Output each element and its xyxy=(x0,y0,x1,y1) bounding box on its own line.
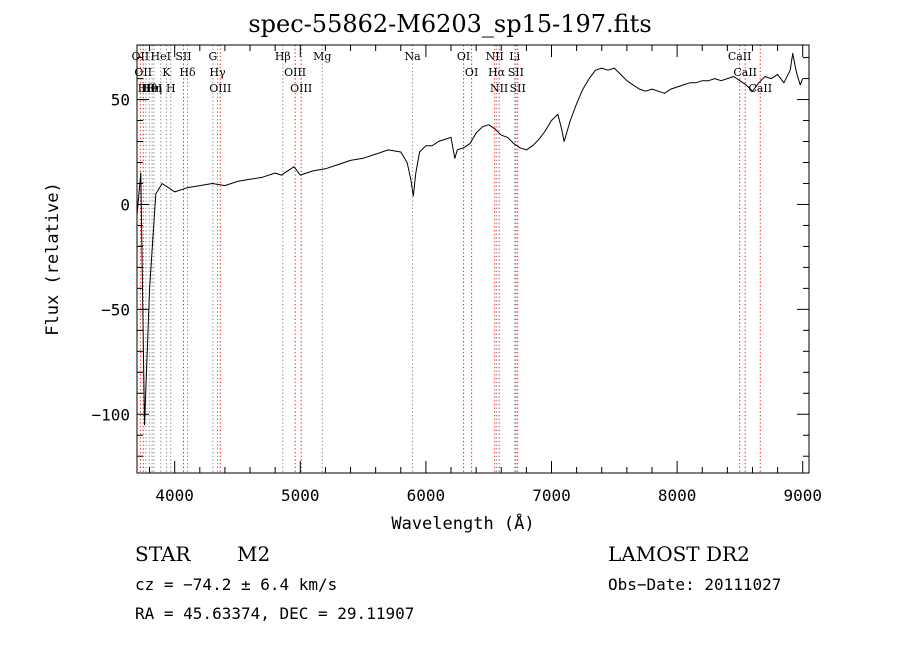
line-label: Hβ xyxy=(275,50,291,63)
line-label: Mg xyxy=(313,50,331,63)
line-label: K xyxy=(162,66,171,79)
x-tick-label: 8000 xyxy=(658,486,697,505)
line-label: G xyxy=(208,50,217,63)
x-tick-label: 4000 xyxy=(155,486,194,505)
y-tick-label: −100 xyxy=(91,405,130,424)
redshift-readout: cz = −74.2 ± 6.4 km/s xyxy=(135,575,338,594)
object-class: STAR xyxy=(135,542,191,566)
y-tick-label: 50 xyxy=(111,91,130,110)
line-label: Hδ xyxy=(179,66,196,79)
x-tick-label: 7000 xyxy=(532,486,571,505)
x-axis-label: Wavelength (Å) xyxy=(391,512,534,534)
line-label: CaII xyxy=(728,50,752,63)
line-label: H xyxy=(166,82,176,95)
line-label: OII xyxy=(134,66,152,79)
line-label: NII xyxy=(486,50,504,63)
line-label: HeI xyxy=(151,50,171,63)
chart-title: spec-55862-M6203_sp15-197.fits xyxy=(248,10,652,38)
line-label: OII xyxy=(132,50,150,63)
line-label: Hη xyxy=(146,82,162,95)
survey-label: LAMOST DR2 xyxy=(608,542,750,566)
line-label: OIII xyxy=(290,82,312,95)
line-label: SII xyxy=(175,50,191,63)
line-label: Hθ xyxy=(138,82,155,95)
y-axis-label: Flux (relative) xyxy=(43,182,63,336)
line-label: OI xyxy=(457,50,470,63)
line-label: SII xyxy=(508,66,524,79)
line-label: Na xyxy=(404,50,421,63)
spectrum-series-line xyxy=(136,52,804,426)
line-label: SII xyxy=(510,82,526,95)
y-tick-label: 0 xyxy=(120,195,130,214)
line-label: Hγ xyxy=(209,66,226,79)
line-label: CaII xyxy=(733,66,757,79)
line-label: NII xyxy=(490,82,508,95)
line-label: CaII xyxy=(748,82,772,95)
line-label: Hθ xyxy=(141,82,158,95)
obs-date: Obs−Date: 20111027 xyxy=(608,575,782,594)
line-label: OI xyxy=(465,66,478,79)
line-label: HeI xyxy=(142,82,162,95)
x-tick-label: 5000 xyxy=(281,486,320,505)
line-label: Hα xyxy=(488,66,506,79)
plot-frame xyxy=(136,44,810,474)
coordinates-readout: RA = 45.63374, DEC = 29.11907 xyxy=(135,604,415,623)
object-subclass: M2 xyxy=(237,542,271,566)
line-label: OIII xyxy=(284,66,306,79)
line-label: OIII xyxy=(209,82,231,95)
y-tick-label: −50 xyxy=(101,300,130,319)
x-tick-label: 6000 xyxy=(407,486,446,505)
x-tick-label: 9000 xyxy=(783,486,822,505)
line-label: Li xyxy=(509,50,520,63)
